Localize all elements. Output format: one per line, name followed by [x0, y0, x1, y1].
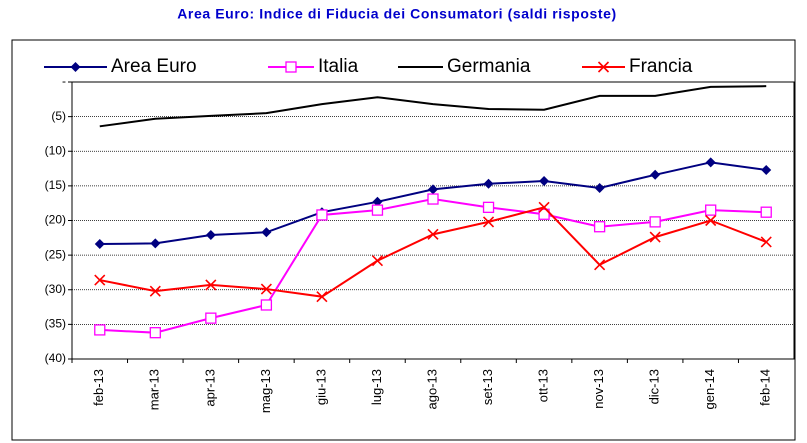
data-point [427, 193, 439, 205]
data-point [705, 214, 717, 227]
x-tick-label: apr-13 [202, 369, 217, 407]
legend-label: Italia [318, 56, 359, 77]
data-point [538, 208, 550, 220]
y-tick-label: (25) [45, 247, 66, 261]
data-point [539, 176, 550, 187]
data-point [205, 312, 217, 324]
data-point [316, 291, 328, 303]
series-line [99, 198, 767, 334]
data-point [260, 299, 273, 311]
x-tick-label: set-13 [480, 369, 495, 405]
data-point [649, 216, 661, 228]
data-point [260, 283, 272, 295]
data-point [94, 239, 105, 250]
data-point [593, 221, 606, 233]
legend-marker [597, 61, 610, 73]
chart-title: Area Euro: Indice di Fiducia dei Consuma… [177, 6, 617, 22]
x-tick-label: feb-14 [758, 369, 773, 406]
y-tick-label: - [62, 74, 66, 88]
y-tick-label: (35) [45, 317, 66, 331]
data-point [649, 231, 661, 243]
data-point [761, 164, 772, 175]
x-tick-label: feb-13 [91, 369, 106, 406]
data-point [538, 201, 550, 213]
y-tick-label: (5) [51, 109, 66, 123]
data-point [427, 228, 439, 240]
data-point [594, 259, 606, 271]
data-point [205, 279, 217, 291]
data-point [261, 227, 272, 238]
data-point [594, 182, 605, 193]
x-tick-label: dic-13 [647, 369, 662, 404]
data-point [149, 285, 161, 297]
data-point [482, 201, 495, 213]
y-tick-label: (40) [45, 351, 66, 365]
x-tick-label: mag-13 [258, 369, 273, 413]
legend-label: Area Euro [111, 56, 197, 77]
legend-marker [70, 62, 81, 72]
data-point [316, 209, 328, 221]
data-point [428, 184, 438, 195]
data-point [149, 327, 161, 339]
x-tick-label: ott-13 [536, 369, 551, 402]
legend-marker [285, 61, 297, 73]
x-tick-label: ago-13 [424, 369, 439, 409]
series-line [99, 85, 767, 128]
x-tick-label: lug-13 [369, 369, 384, 405]
legend-label: Francia [629, 56, 693, 77]
x-tick-label: giu-13 [313, 369, 328, 405]
y-tick-label: (15) [45, 178, 66, 192]
data-point [205, 230, 216, 241]
x-tick-label: mar-13 [147, 369, 162, 410]
data-point [760, 206, 772, 218]
data-point [371, 204, 384, 216]
data-point [483, 178, 494, 189]
data-point [760, 236, 772, 248]
data-point [650, 169, 661, 180]
chart-frame [11, 39, 796, 441]
data-point [150, 238, 161, 249]
data-point [705, 204, 717, 216]
data-point [94, 274, 106, 286]
x-tick-label: gen-14 [702, 369, 717, 409]
y-tick-label: (30) [45, 282, 66, 296]
data-point [371, 255, 384, 267]
y-tick-label: (10) [45, 143, 66, 157]
data-point [372, 196, 383, 207]
legend-label: Germania [447, 56, 531, 77]
data-point [94, 324, 106, 336]
x-tick-label: nov-13 [591, 369, 606, 409]
data-point [482, 216, 495, 228]
data-point [705, 157, 716, 168]
y-tick-label: (20) [45, 213, 66, 227]
